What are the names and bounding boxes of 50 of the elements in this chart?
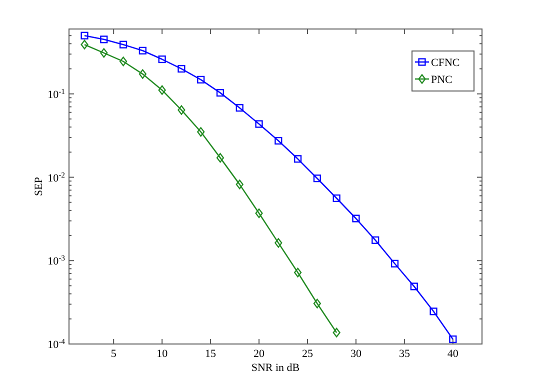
point	[449, 335, 457, 344]
point	[255, 120, 263, 128]
point	[313, 174, 321, 182]
point	[390, 260, 399, 268]
point	[80, 32, 88, 40]
x-tick-label: 20	[254, 348, 266, 360]
point	[216, 89, 224, 97]
point	[255, 208, 263, 218]
y-tick-label: 10$^{-2}$	[48, 170, 66, 184]
x-tick-label: 5	[110, 348, 117, 360]
point	[236, 104, 244, 112]
point	[274, 238, 282, 248]
point	[274, 136, 282, 145]
point	[178, 105, 186, 115]
point	[236, 180, 244, 190]
y-axis-title: SEP	[33, 177, 45, 196]
x-tick-label: 35	[398, 348, 410, 360]
point	[332, 328, 340, 338]
point	[119, 40, 128, 48]
y-tick-label: 10$^{-1}$	[48, 86, 66, 101]
point	[410, 282, 418, 290]
x-tick-label: 10	[156, 348, 168, 360]
legend-label: PNC	[431, 74, 452, 86]
point	[158, 55, 166, 64]
point	[178, 64, 186, 73]
point	[332, 194, 340, 202]
point	[294, 268, 302, 278]
point	[372, 236, 380, 244]
x-tick-label: 15	[205, 348, 217, 360]
x-axis-title: SNR in dB	[251, 362, 300, 374]
point	[138, 46, 146, 54]
point	[352, 214, 360, 222]
x-tick-label: 40	[447, 348, 459, 360]
x-tick-label: 30	[350, 348, 362, 360]
point	[80, 40, 88, 50]
x-tick-label: 25	[302, 348, 314, 360]
y-tick-label: 10$^{-3}$	[48, 253, 66, 268]
point	[100, 48, 108, 58]
legend-label: CFNC	[431, 57, 460, 69]
point	[119, 56, 128, 66]
point	[313, 298, 321, 308]
point	[197, 76, 205, 84]
point	[430, 308, 438, 316]
point	[197, 127, 205, 137]
point	[138, 69, 146, 79]
point	[294, 155, 302, 163]
point	[100, 36, 108, 44]
y-tick-label: 10$^{-4}$	[48, 336, 66, 351]
point	[158, 85, 166, 95]
point	[216, 153, 224, 163]
